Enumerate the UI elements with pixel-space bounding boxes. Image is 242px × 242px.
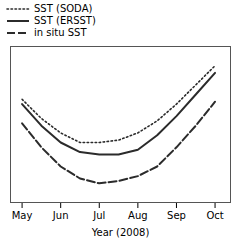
html-text:SST (SODA): SST (SODA): [34, 3, 93, 14]
svg-text:May: May: [12, 210, 33, 221]
svg-text:Oct: Oct: [206, 210, 223, 221]
svg-text:Aug: Aug: [128, 210, 148, 221]
svg-text:Sep: Sep: [167, 210, 186, 221]
svg-text:Year (2008): Year (2008): [91, 227, 150, 238]
svg-text:Jul: Jul: [92, 210, 105, 221]
html-text:in situ SST: in situ SST: [34, 27, 87, 38]
html-text:SST (ERSST): SST (ERSST): [34, 15, 96, 26]
svg-text:Jun: Jun: [52, 210, 69, 221]
